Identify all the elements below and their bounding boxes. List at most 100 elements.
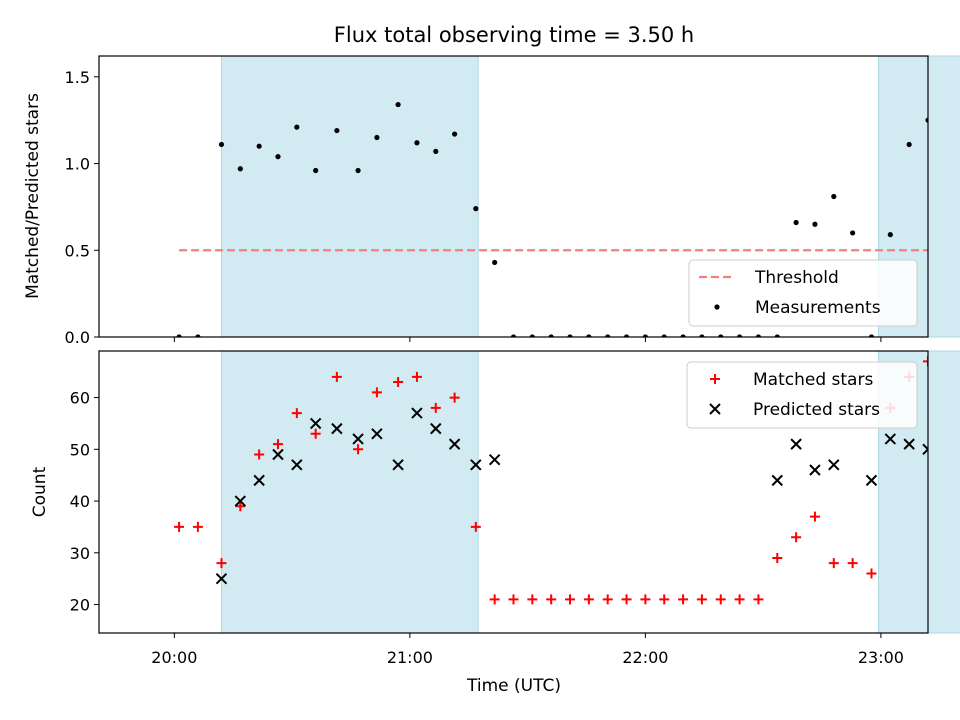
axes-frame [98,350,929,634]
measurement-point [718,334,724,337]
predicted-star-point [903,438,915,450]
predicted-star-point [771,474,783,487]
y-tick-label: 0.0 [65,328,90,347]
predicted-star-point [234,495,247,507]
predicted-star-point [291,459,303,471]
measurement-point [294,124,300,130]
matched-star-point [489,594,500,605]
matched-star-point [602,594,613,605]
predicted-star-point [884,433,897,445]
x-axis-label: Time (UTC) [466,676,561,696]
measurement-point [195,334,201,337]
predicted-star-point [488,453,501,466]
predicted-star-point [430,422,442,435]
plot-area [174,356,928,605]
matched-star-point [174,521,185,532]
measurement-point [414,140,420,146]
predicted-star-point [922,443,928,456]
measurement-point [868,334,875,337]
measurement-point [812,221,818,227]
x-tick-label: 22:00 [622,648,668,667]
measurement-point [395,101,401,108]
series-predicted-stars [215,407,928,585]
predicted-star-point [790,438,802,450]
x-tick-label: 23:00 [858,648,904,667]
legend: Matched stars Predicted stars [686,361,918,429]
bottom-panel-counts: 20 30 40 50 60 Matched stars Predicted stars [70,350,960,638]
y-tick-label: 30 [70,544,90,563]
measurement-point [831,193,837,200]
measurement-point [567,334,573,337]
y-tick-label: 1.5 [65,68,90,87]
matched-star-point [235,501,246,512]
measurement-point [736,334,743,337]
predicted-star-point [865,474,878,487]
matched-star-point [659,594,670,605]
y-tick-label: 20 [70,596,90,615]
matched-star-point [272,439,283,450]
y-tick-label: 1.0 [65,155,90,174]
matched-star-point [696,594,707,605]
matched-star-point [791,532,802,543]
legend-label: Matched stars [753,370,873,390]
matched-star-point [772,552,783,563]
predicted-star-point [215,572,228,585]
measurement-point [548,334,554,337]
matched-star-point [430,402,441,413]
measurement-point [529,334,535,337]
predicted-star-point [352,433,364,445]
matched-star-point [621,594,632,605]
matched-star-point [371,387,382,398]
measurement-point [374,134,380,141]
measurement-point [256,143,262,149]
y-tick-label: 50 [70,440,90,459]
measurement-point [275,154,281,160]
axes-frame [98,55,929,338]
matched-star-point [192,521,203,532]
measurement-point [680,334,686,337]
matched-star-point [508,594,519,605]
matched-star-point [809,511,820,522]
plot-area [176,101,928,337]
predicted-star-point [809,464,821,476]
y-tick-label: 0.5 [65,241,90,260]
measurement-point [313,167,319,174]
measurement-point [510,334,517,337]
matched-star-point [449,392,460,403]
measurement-point [906,141,912,148]
predicted-star-point [309,417,322,430]
measurement-point [642,334,648,337]
series-matched-stars [174,356,928,605]
measurement-point [492,259,498,266]
matched-star-point [753,594,764,605]
matched-star-point [331,371,342,382]
bottom-y-axis-label: Count [30,466,50,517]
measurement-point [605,334,611,337]
measurement-point [218,141,225,148]
x-tick-label: 21:00 [387,648,433,667]
matched-star-point [470,521,481,532]
top-panel-ratio: 0.0 0.5 1.0 1.5 Threshold Measurements [65,55,960,347]
legend-label: Predicted stars [753,400,880,420]
measurement-point [755,334,762,337]
legend-label: Threshold [754,268,839,288]
measurement-point [774,334,780,337]
observing-interval-1 [220,350,479,634]
matched-star-point [923,356,928,367]
matched-star-point [411,371,422,382]
y-tick-label: 60 [70,389,90,408]
measurement-point [355,167,361,174]
matched-star-point [310,428,321,439]
measurement-point [586,334,592,337]
top-y-axis-label: Matched/Predicted stars [23,93,43,299]
matched-star-point [254,449,265,460]
measurement-point [473,206,479,212]
matched-star-point [291,408,302,419]
matched-star-point [565,594,576,605]
legend-label: Measurements [755,298,881,318]
predicted-star-point [448,438,461,450]
matched-star-point [734,594,745,605]
legend-matched-swatch [710,374,720,384]
